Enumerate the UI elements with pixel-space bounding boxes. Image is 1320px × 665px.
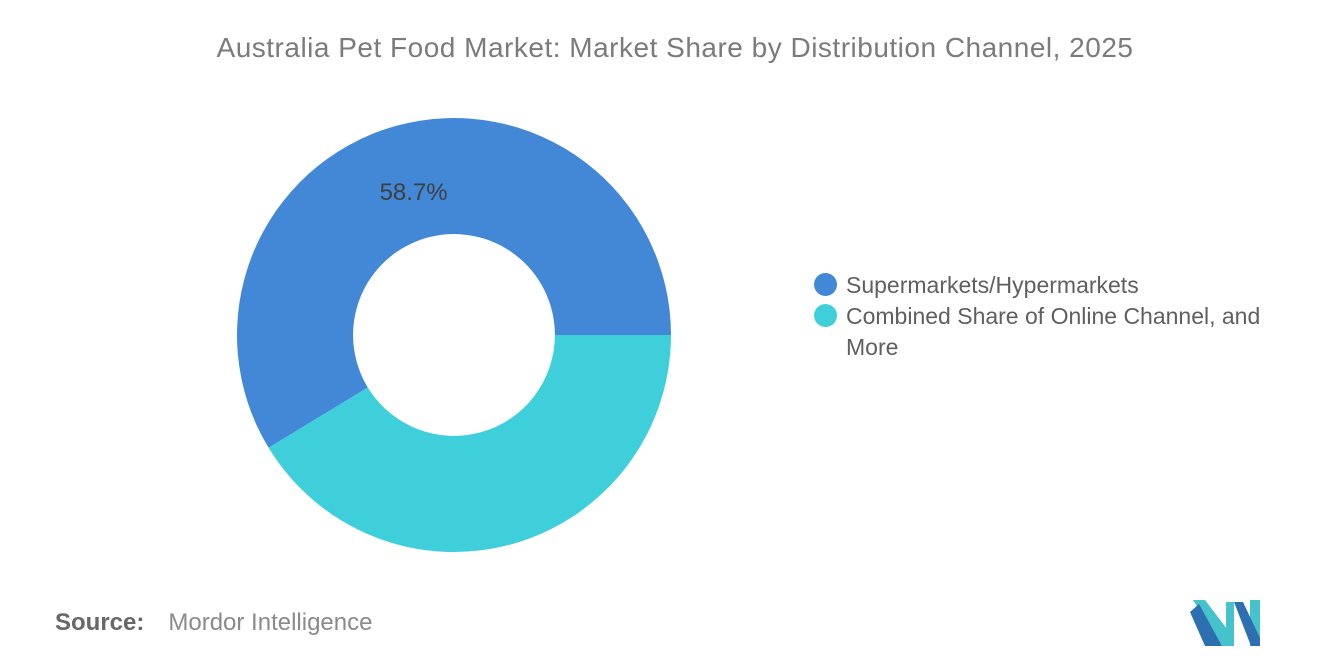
chart-title: Australia Pet Food Market: Market Share … (216, 32, 1134, 63)
source-note: Source: Mordor Intelligence (55, 609, 372, 637)
legend-item-supermarkets[interactable]: Supermarkets/Hypermarkets (814, 270, 1294, 301)
legend-label-online-channel: Combined Share of Online Channel, and Mo… (846, 303, 1261, 360)
source-label: Source: (55, 609, 145, 636)
legend-marker-icon (814, 304, 837, 327)
legend: Supermarkets/Hypermarkets Combined Share… (814, 270, 1294, 363)
legend-label-supermarkets: Supermarkets/Hypermarkets (846, 272, 1139, 298)
legend-item-online-channel[interactable]: Combined Share of Online Channel, and Mo… (814, 301, 1294, 363)
logo-shape-left-diagonal (1190, 604, 1222, 646)
source-value: Mordor Intelligence (168, 609, 373, 636)
legend-marker-icon (814, 273, 837, 296)
donut-slice-1[interactable] (268, 335, 671, 553)
mordor-intelligence-logo (1190, 600, 1260, 646)
logo-shape-right-diagonal (1234, 602, 1260, 646)
donut-chart: 58.7% (237, 118, 671, 553)
donut-slice-0[interactable] (237, 118, 671, 448)
slice-label: 58.7% (380, 179, 448, 206)
